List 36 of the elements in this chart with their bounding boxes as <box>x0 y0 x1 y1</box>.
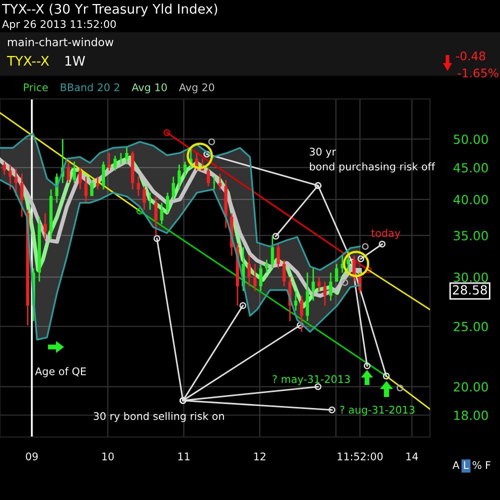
y-tick-label: 25.00 <box>454 322 488 332</box>
y-tick-label: 20.00 <box>454 382 488 392</box>
text: TYX--X <box>6 56 49 66</box>
text: -0.48 <box>456 51 486 60</box>
text: main-chart-window <box>8 38 114 46</box>
text: -1.65% <box>458 68 498 78</box>
text: Avg 20 <box>179 83 214 94</box>
y-tick-label: 18.00 <box>454 410 488 420</box>
y-tick-label: 50.00 <box>454 134 488 144</box>
y-tick-label: 30.00 <box>454 272 488 282</box>
x-tick-label: 11:52:00 <box>338 452 383 460</box>
annotation: Age of QE <box>35 367 86 378</box>
y-tick-label: 45.00 <box>454 163 488 172</box>
chart-subtitle: Apr 26 2013 11:52:00 <box>2 20 116 30</box>
text: 1W <box>65 56 86 66</box>
y-tick-label: 35.00 <box>454 230 488 240</box>
text: Avg 10 <box>132 83 167 94</box>
x-tick-label: 14 <box>406 452 418 460</box>
text: L <box>464 461 469 469</box>
text: % <box>472 461 482 470</box>
x-tick-label: 12 <box>254 452 266 460</box>
annotation: 30 ry bond selling risk on <box>94 412 224 422</box>
annotation: ? aug-31-2013 <box>340 406 414 416</box>
text: A <box>452 461 460 469</box>
text: Price <box>24 83 48 92</box>
x-tick-label: 11 <box>178 452 190 460</box>
annotation: 30 yr bond purchasing risk off <box>310 148 436 172</box>
annotation: ? may-31-2013 <box>272 375 350 386</box>
text: BBand 20 2 <box>60 83 120 92</box>
chart-title: TYX--X (30 Yr Treasury Yld Index) <box>2 4 218 16</box>
annotation: today <box>371 228 400 240</box>
x-tick-label: 10 <box>102 452 114 460</box>
text: 28.58 <box>452 285 487 295</box>
x-tick-label: 09 <box>26 452 38 460</box>
text: F <box>486 461 490 469</box>
y-tick-label: 40.00 <box>454 194 488 204</box>
